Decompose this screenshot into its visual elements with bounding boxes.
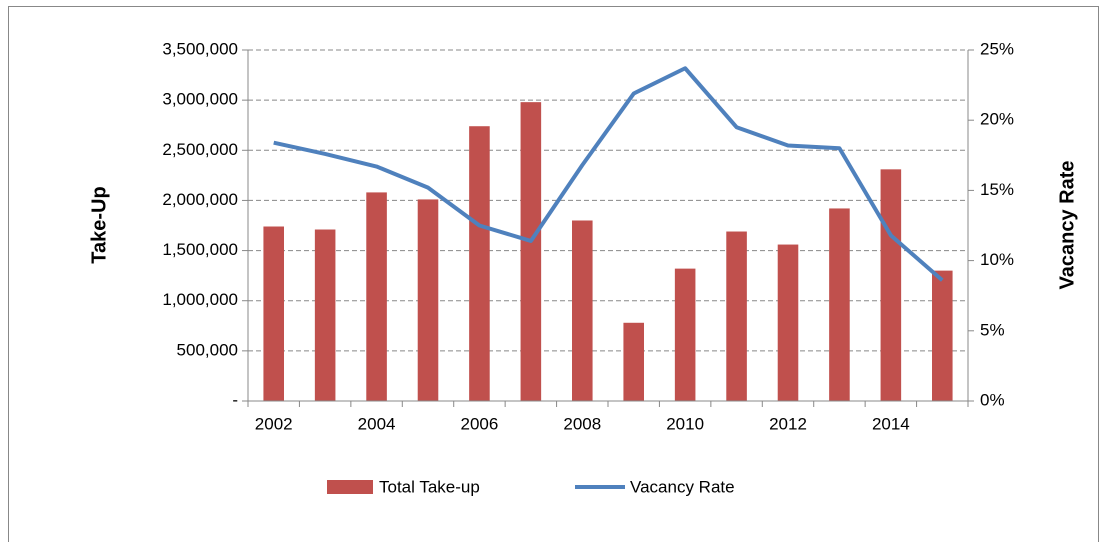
y-tick-label: -: [232, 390, 238, 409]
legend-label: Vacancy Rate: [630, 477, 735, 496]
bar: [829, 208, 850, 401]
bar: [366, 192, 387, 401]
y-tick-label: 500,000: [177, 340, 238, 359]
bar: [314, 229, 336, 401]
y-tick-label: 2,500,000: [162, 140, 238, 159]
bar: [572, 220, 593, 401]
line: [273, 66, 944, 282]
bar: [674, 268, 696, 401]
y2-tick-label: 25%: [980, 39, 1014, 58]
x-tick-label: 2010: [666, 414, 704, 433]
y-tick-label: 1,000,000: [162, 290, 238, 309]
bar: [880, 169, 902, 401]
legend-label: Total Take-up: [379, 477, 480, 496]
bar: [469, 126, 490, 402]
x-tick-label: 2004: [358, 414, 396, 433]
x-tick-label: 2008: [563, 414, 601, 433]
bar: [417, 199, 439, 401]
x-tick-label: 2002: [255, 414, 293, 433]
y2-axis-title: Vacancy Rate: [1056, 161, 1078, 290]
y-tick-label: 3,000,000: [162, 90, 238, 109]
y-tick-label: 3,500,000: [162, 39, 238, 58]
bar: [520, 102, 542, 402]
legend-swatch: [327, 480, 373, 494]
y-tick-label: 2,000,000: [162, 190, 238, 209]
y2-tick-label: 5%: [980, 320, 1005, 339]
bar: [623, 322, 644, 401]
y2-tick-label: 20%: [980, 110, 1014, 129]
bar: [932, 270, 953, 401]
y-tick-label: 1,500,000: [162, 240, 238, 259]
x-tick-label: 2012: [769, 414, 807, 433]
y2-tick-label: 10%: [980, 250, 1014, 269]
x-tick-label: 2014: [872, 414, 910, 433]
y2-tick-label: 15%: [980, 180, 1014, 199]
y2-tick-label: 0%: [980, 390, 1005, 409]
bar: [263, 226, 284, 401]
x-tick-label: 2006: [461, 414, 499, 433]
bar: [726, 231, 747, 401]
chart-frame: [8, 6, 1099, 542]
bar: [777, 244, 799, 401]
y-axis-title: Take-Up: [88, 186, 110, 263]
